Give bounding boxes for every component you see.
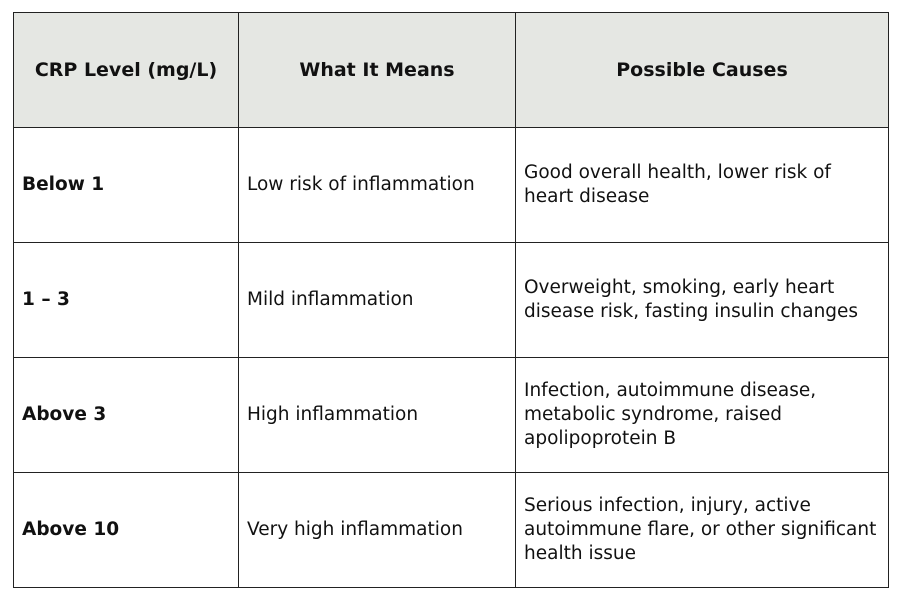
table-row: 1 – 3 Mild inflammation Overweight, smok… [13,242,889,358]
crp-level-cell: Above 3 [13,357,239,473]
causes-cell: Serious infection, injury, active autoim… [515,472,889,588]
crp-level-cell: Below 1 [13,127,239,243]
meaning-cell: Low risk of inflammation [238,127,516,243]
table-row: Above 10 Very high inflammation Serious … [13,472,889,588]
causes-cell: Overweight, smoking, early heart disease… [515,242,889,358]
causes-cell: Good overall health, lower risk of heart… [515,127,889,243]
meaning-cell: High inflammation [238,357,516,473]
crp-level-cell: 1 – 3 [13,242,239,358]
table-row: Below 1 Low risk of inflammation Good ov… [13,127,889,243]
meaning-cell: Very high inflammation [238,472,516,588]
causes-cell: Infection, autoimmune disease, metabolic… [515,357,889,473]
header-what-it-means: What It Means [238,12,516,128]
crp-level-table: CRP Level (mg/L) What It Means Possible … [13,12,889,588]
table-row: Above 3 High inflammation Infection, aut… [13,357,889,473]
header-crp-level: CRP Level (mg/L) [13,12,239,128]
crp-level-cell: Above 10 [13,472,239,588]
meaning-cell: Mild inflammation [238,242,516,358]
header-possible-causes: Possible Causes [515,12,889,128]
table-header-row: CRP Level (mg/L) What It Means Possible … [13,12,889,128]
